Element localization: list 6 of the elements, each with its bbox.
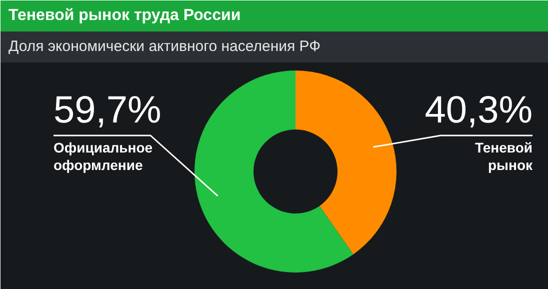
- slice-label: Официальное оформление: [54, 140, 153, 174]
- data-label: 40,3%: [424, 90, 533, 132]
- chart-title: Теневой рынок труда России: [8, 7, 241, 24]
- data-label: 59,7%: [54, 90, 162, 132]
- slice-label: Теневой рынок: [475, 140, 534, 174]
- chart-subtitle: Доля экономически активного населения РФ: [8, 38, 321, 55]
